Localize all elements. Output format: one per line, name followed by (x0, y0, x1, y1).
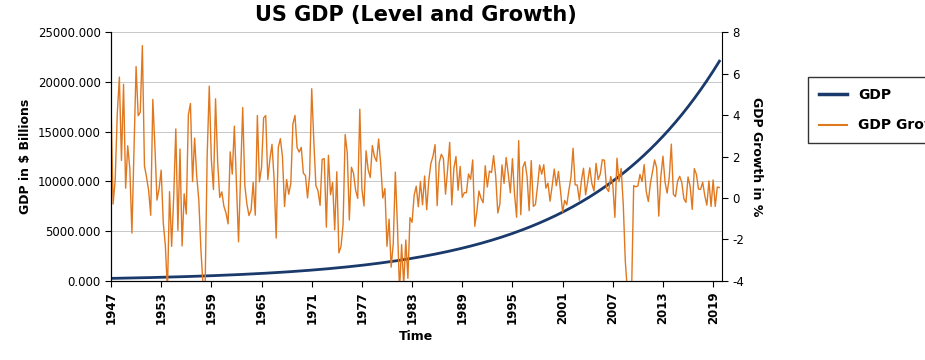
GDP (714, 59, 725, 63)
GDP (105, 276, 117, 280)
GDP Growth (RHS) (316, 157, 327, 161)
GDP Growth (RHS) (266, 142, 278, 147)
Y-axis label: GDP Growth in %: GDP Growth in % (750, 97, 763, 216)
GDP Growth (RHS) (424, 178, 435, 182)
GDP Growth (RHS) (459, 190, 470, 195)
GDP Growth (RHS) (162, 289, 173, 293)
Title: US GDP (Level and Growth): US GDP (Level and Growth) (255, 5, 577, 25)
GDP (703, 75, 714, 80)
GDP Growth (RHS) (137, 44, 148, 48)
GDP (266, 271, 278, 275)
X-axis label: Time: Time (399, 330, 434, 343)
GDP Growth (RHS) (271, 236, 282, 240)
GDP Growth (RHS) (105, 100, 117, 104)
GDP (454, 247, 465, 251)
Line: GDP: GDP (111, 61, 720, 278)
Y-axis label: GDP in $ Billions: GDP in $ Billions (19, 99, 32, 214)
Legend: GDP, GDP Growth (RHS): GDP, GDP Growth (RHS) (808, 77, 925, 144)
GDP (419, 254, 430, 258)
GDP Growth (RHS) (708, 178, 719, 182)
Line: GDP Growth (RHS): GDP Growth (RHS) (111, 46, 720, 291)
GDP (263, 271, 274, 275)
GDP Growth (RHS) (714, 185, 725, 190)
GDP (313, 267, 324, 272)
